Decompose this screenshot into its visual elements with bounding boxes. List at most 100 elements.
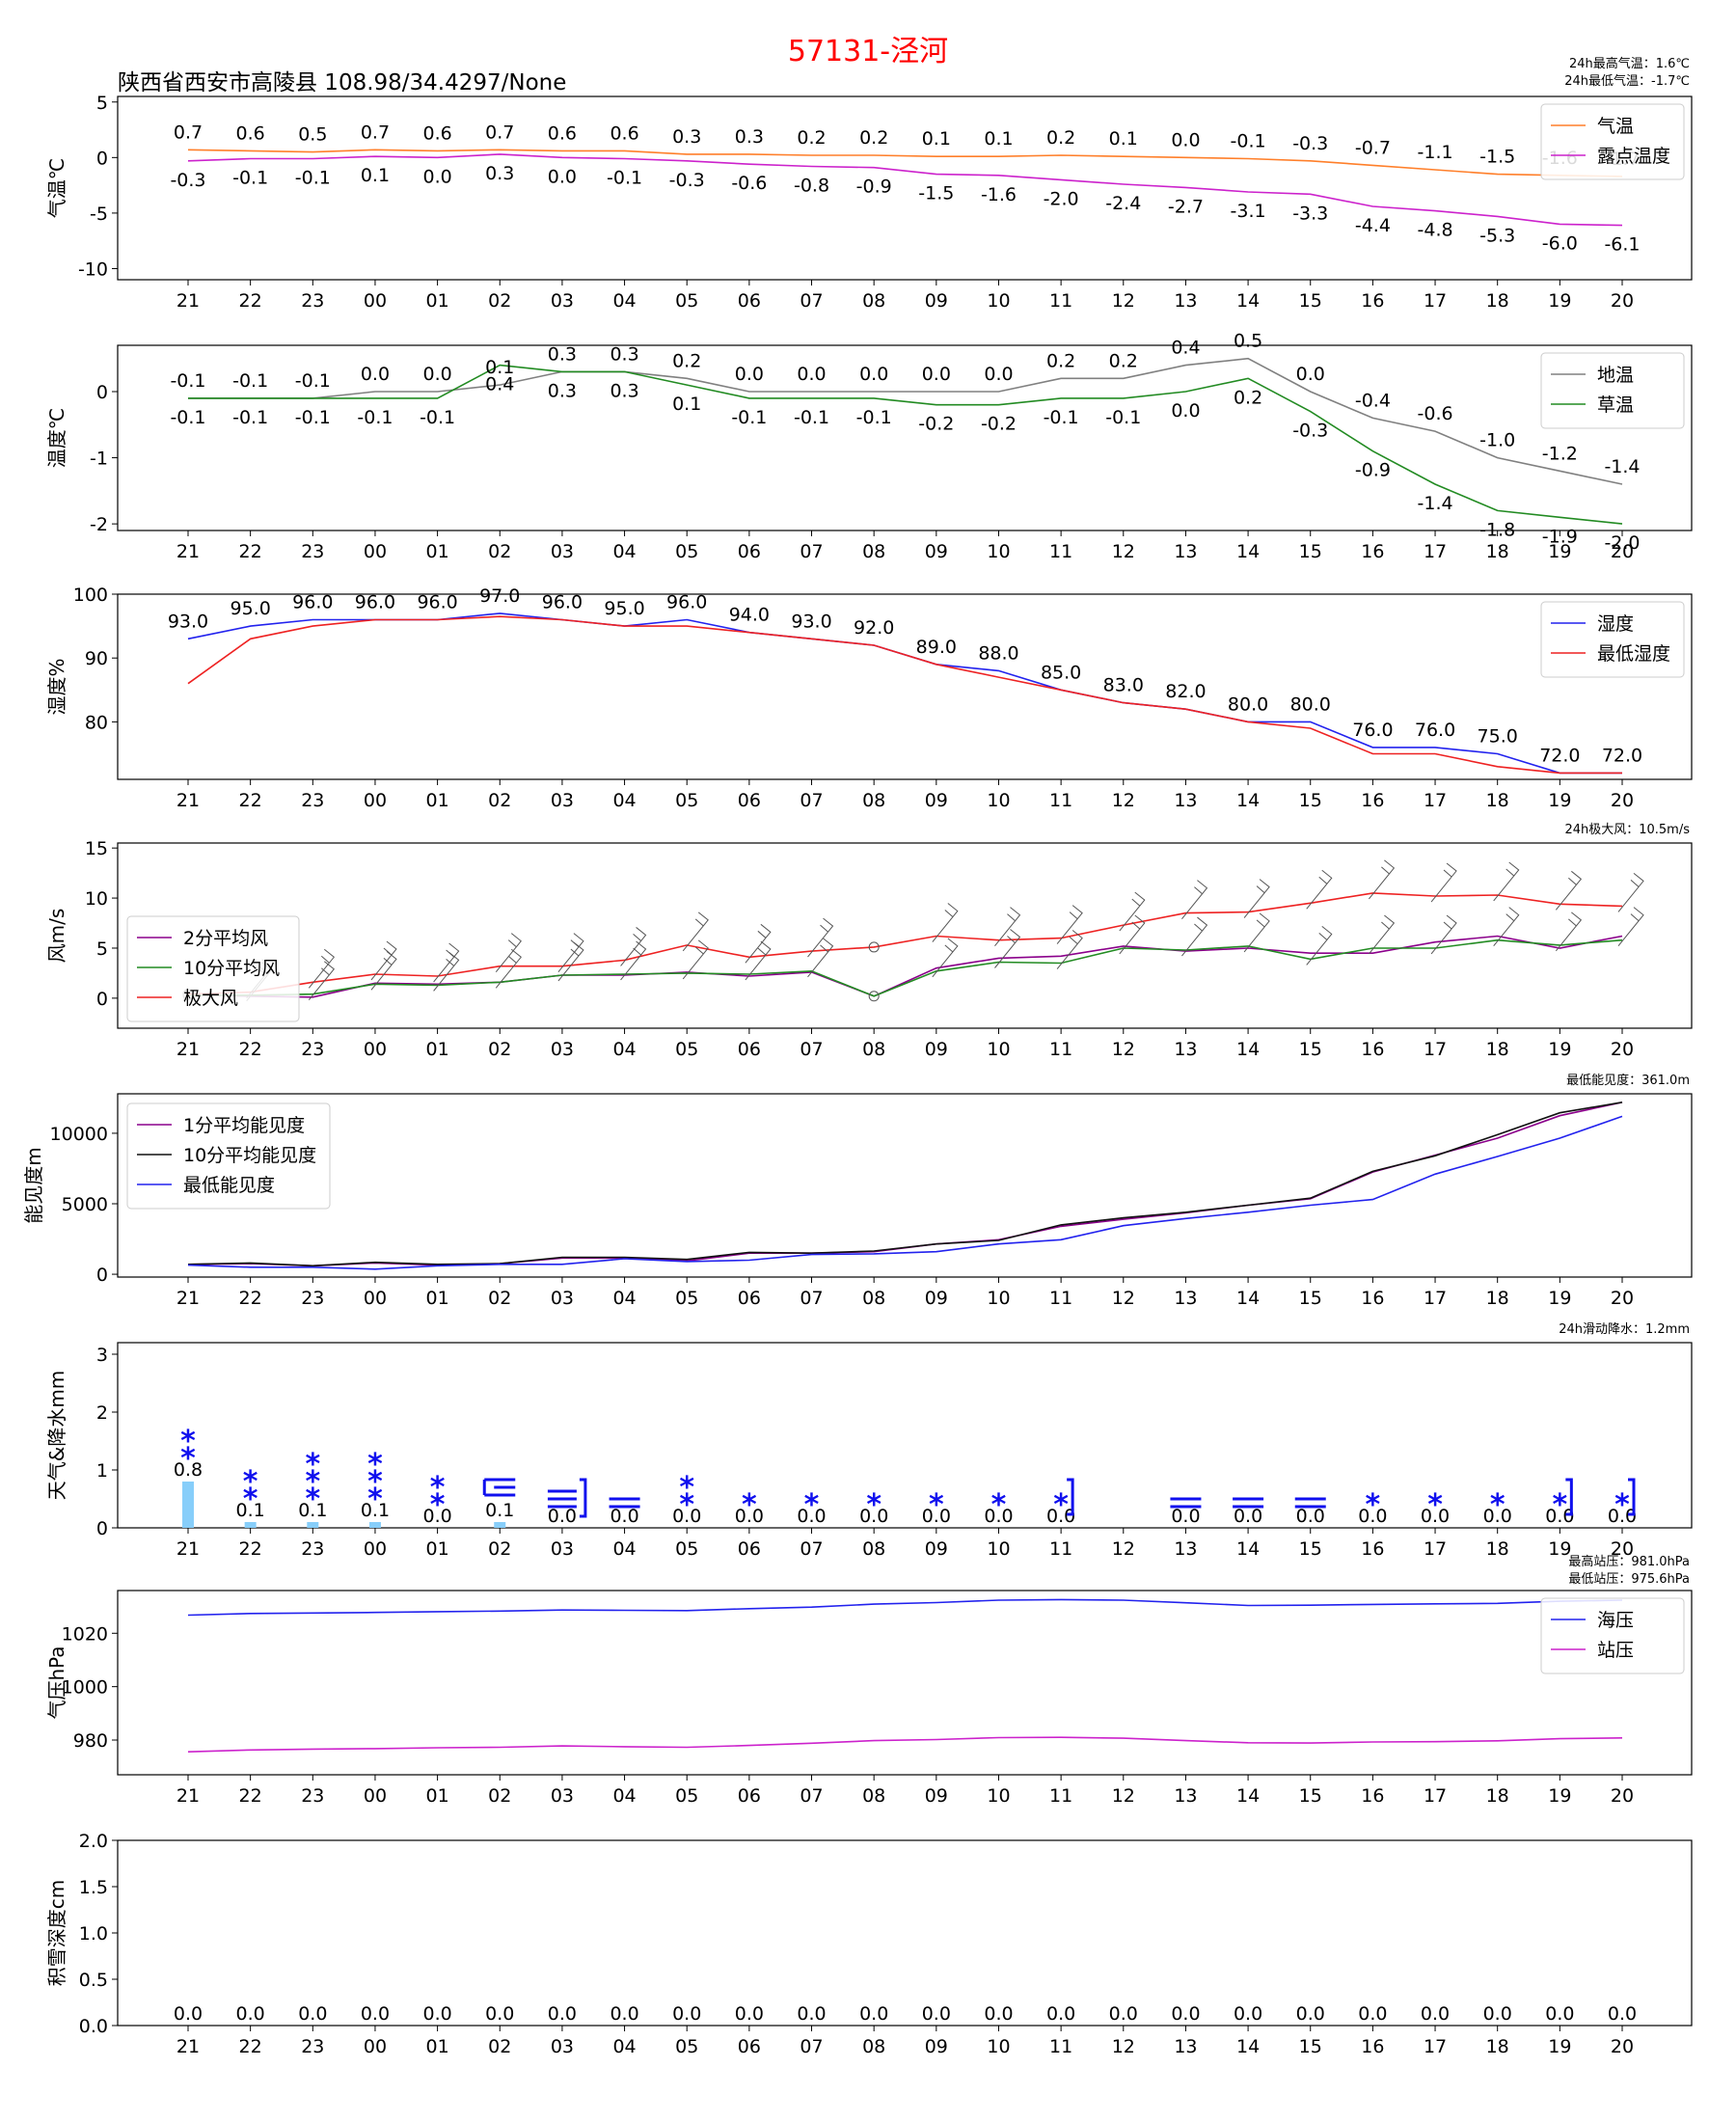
bracket-icon	[579, 1478, 587, 1518]
data-label: 0.0	[922, 364, 951, 385]
wind-barb-icon	[994, 929, 1021, 968]
wind-barb-icon	[994, 907, 1021, 946]
data-label: -1.1	[1418, 142, 1453, 163]
series-line-地温	[188, 357, 1623, 485]
x-tick-label: 05	[675, 790, 698, 811]
data-label: -2.4	[1105, 193, 1141, 214]
wind-barb-icon	[433, 942, 460, 983]
data-label: 0.1	[984, 128, 1013, 150]
x-tick-label: 04	[612, 1785, 636, 1807]
bar-value-label: 0.0	[735, 2003, 764, 2025]
x-tick-label: 08	[862, 790, 885, 811]
x-tick-label: 21	[176, 1538, 200, 1560]
x-tick-label: 08	[862, 1288, 885, 1309]
snow-icon: *	[367, 1448, 383, 1482]
x-tick-label: 02	[488, 1039, 511, 1060]
x-tick-label: 07	[800, 2036, 823, 2057]
x-tick-label: 10	[987, 1785, 1010, 1807]
data-label: 93.0	[168, 611, 208, 632]
calm-wind-icon	[868, 991, 880, 1002]
bar-value-label: 0.0	[610, 1506, 638, 1527]
snow-icon: *	[367, 1465, 383, 1499]
data-label: 0.5	[1234, 331, 1262, 352]
wind-barb-icon	[1617, 907, 1644, 946]
data-label: 0.2	[859, 127, 888, 149]
snow-icon: *	[243, 1465, 258, 1499]
data-label: -5.3	[1479, 225, 1515, 246]
wind-barb-icon	[1617, 872, 1644, 912]
x-tick-label: 17	[1424, 2036, 1447, 2057]
x-tick-label: 03	[551, 790, 574, 811]
data-label: -1.5	[1479, 147, 1515, 168]
x-tick-label: 00	[364, 541, 387, 562]
wind-barb-icon	[370, 940, 397, 981]
x-tick-label: 09	[925, 1288, 948, 1309]
precip-bar	[368, 1522, 381, 1528]
x-tick-label: 18	[1486, 1538, 1509, 1560]
data-label: 0.0	[1171, 129, 1200, 150]
bar-value-label: 0.0	[859, 1506, 888, 1527]
x-tick-label: 04	[612, 1538, 636, 1560]
x-tick-label: 05	[675, 1039, 698, 1060]
series-line-10分平均风	[188, 939, 1623, 997]
x-tick-label: 23	[301, 790, 324, 811]
x-tick-label: 11	[1049, 1039, 1072, 1060]
y-tick-label: 10000	[50, 1124, 108, 1145]
x-tick-label: 19	[1548, 1039, 1571, 1060]
snow-icon: *	[1053, 1488, 1069, 1522]
wind-barb-icon	[745, 923, 772, 964]
bar-value-label: 0.0	[859, 2003, 888, 2025]
x-tick-label: 11	[1049, 790, 1072, 811]
x-tick-label: 03	[551, 1039, 574, 1060]
wind-barb-icon	[1119, 914, 1146, 955]
x-tick-label: 04	[612, 1288, 636, 1309]
weather-symbols: ********** **** * * * * * * * * * * *	[180, 1425, 1636, 1522]
x-tick-label: 00	[364, 290, 387, 312]
x-tick-label: 08	[862, 541, 885, 562]
y-tick-label: 5	[96, 939, 108, 960]
x-tick-label: 16	[1361, 1288, 1384, 1309]
x-tick-label: 21	[176, 290, 200, 312]
x-tick-label: 13	[1174, 1538, 1197, 1560]
x-tick-label: 11	[1049, 290, 1072, 312]
snow-icon: *	[305, 1465, 320, 1499]
x-tick-label: 14	[1236, 541, 1260, 562]
x-tick-label: 10	[987, 2036, 1010, 2057]
bar-value-label: 0.0	[1234, 2003, 1262, 2025]
series-line-湿度	[187, 612, 1622, 775]
data-label: 85.0	[1041, 662, 1081, 683]
snow-icon: *	[430, 1471, 446, 1505]
x-tick-label: 10	[987, 1039, 1010, 1060]
snow-icon: *	[1552, 1488, 1567, 1522]
data-label: 0.1	[485, 357, 514, 378]
x-tick-label: 16	[1361, 290, 1384, 312]
data-label: -6.0	[1542, 232, 1578, 254]
x-tick-label: 00	[364, 1785, 387, 1807]
wind-barb-icon	[1493, 861, 1520, 902]
data-label: -0.1	[856, 407, 892, 428]
x-tick-label: 01	[426, 290, 449, 312]
data-label: 0.1	[922, 128, 951, 150]
x-tick-label: 15	[1299, 790, 1322, 811]
x-tick-label: 00	[364, 2036, 387, 2057]
y-tick-label: 0	[96, 1518, 108, 1539]
wind-barb-icon	[1243, 912, 1270, 953]
x-tick-label: 15	[1299, 2036, 1322, 2057]
series-line-1分平均能见度	[187, 1102, 1623, 1267]
snow-icon: *	[742, 1488, 757, 1522]
x-tick-label: 10	[987, 790, 1010, 811]
legend-box	[1540, 103, 1685, 180]
x-tick-label: 23	[301, 541, 324, 562]
x-tick-label: 01	[426, 541, 449, 562]
x-tick-label: 10	[987, 1288, 1010, 1309]
x-tick-label: 03	[551, 1288, 574, 1309]
bar-value-label: 0.0	[236, 2003, 265, 2025]
legend-box	[1540, 601, 1685, 678]
x-tick-label: 09	[925, 2036, 948, 2057]
legend-label: 极大风	[183, 988, 238, 1009]
panel-wind: 21 22 23 00 01 02 03 04 05 06 07 08 09 10 11 12 13 14 15 16…	[45, 823, 1693, 1060]
bar-value-label: 0.1	[361, 1500, 390, 1521]
wind-barb-icon	[1306, 925, 1333, 966]
x-tick-label: 16	[1361, 1538, 1384, 1560]
